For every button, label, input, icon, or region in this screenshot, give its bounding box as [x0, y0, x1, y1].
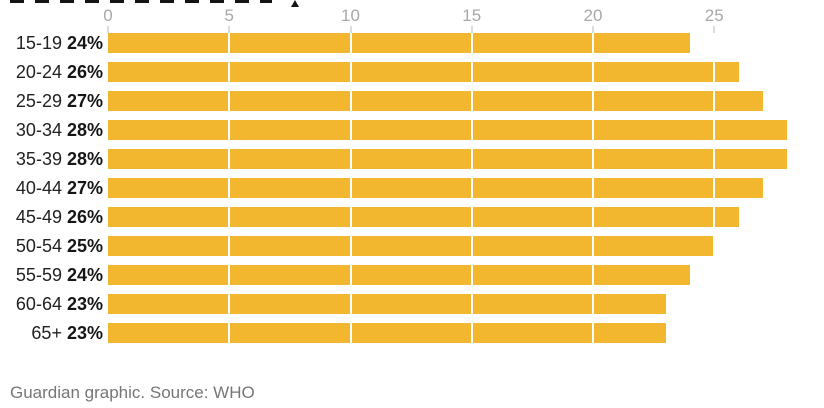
plot-area [108, 33, 824, 343]
x-axis: 0 5 10 15 20 25 [103, 6, 824, 26]
bar-row [108, 62, 824, 82]
x-tick-mark [470, 26, 473, 33]
category-label: 25-29 [15, 91, 62, 111]
row-label: 65+ 23% [0, 323, 103, 343]
row-label: 60-64 23% [0, 294, 103, 314]
gridline [228, 33, 231, 343]
row-label: 30-34 28% [0, 120, 103, 140]
bar [108, 91, 763, 111]
bar [108, 323, 666, 343]
gridline [349, 33, 352, 343]
row-label: 25-29 27% [0, 91, 103, 111]
gridline [713, 33, 716, 343]
value-label: 25% [66, 236, 103, 256]
category-label: 50-54 [15, 236, 62, 256]
bar-row [108, 178, 824, 198]
x-tick-mark [713, 26, 716, 33]
bar [108, 178, 763, 198]
clipped-title-descender [291, 0, 299, 7]
value-label: 23% [66, 323, 103, 343]
gridline [592, 33, 594, 343]
category-label: 60-64 [15, 294, 62, 314]
bar-row [108, 207, 824, 227]
value-label: 26% [66, 207, 103, 227]
row-label: 40-44 27% [0, 178, 103, 198]
row-label: 50-54 25% [0, 236, 103, 256]
bar [108, 236, 715, 256]
x-tick-label: 20 [583, 6, 603, 25]
row-label: 55-59 24% [0, 265, 103, 285]
row-label: 45-49 26% [0, 207, 103, 227]
x-axis-ticks [107, 26, 824, 33]
footer-credit: Guardian graphic. Source: WHO [10, 383, 255, 402]
category-label: 55-59 [15, 265, 62, 285]
bar-row [108, 33, 824, 53]
value-label: 27% [66, 91, 103, 111]
bar [108, 120, 787, 140]
bar-row [108, 91, 824, 111]
x-tick-mark [349, 26, 352, 33]
category-label: 35-39 [15, 149, 62, 169]
bar [108, 265, 690, 285]
value-label: 24% [66, 33, 103, 53]
value-label: 28% [66, 120, 103, 140]
bar-row [108, 323, 824, 343]
category-label: 40-44 [15, 178, 62, 198]
bar [108, 294, 666, 314]
x-tick-label: 25 [704, 6, 724, 25]
x-tick-label: 0 [103, 6, 113, 25]
bar-row [108, 294, 824, 314]
x-tick-label: 5 [224, 6, 234, 25]
category-label: 20-24 [15, 62, 62, 82]
value-label: 28% [66, 149, 103, 169]
value-label: 27% [66, 178, 103, 198]
bar [108, 33, 690, 53]
x-tick-mark [592, 26, 594, 33]
bar [108, 62, 739, 82]
category-label: 15-19 [15, 33, 62, 53]
row-labels: 15-19 24% 20-24 26% 25-29 27% 30-34 28% 35-39 28%… [0, 33, 103, 352]
value-label: 24% [66, 265, 103, 285]
x-tick-label: 15 [462, 6, 482, 25]
bar-row [108, 149, 824, 169]
bar [108, 149, 787, 169]
value-label: 23% [66, 294, 103, 314]
row-label: 15-19 24% [0, 33, 103, 53]
x-tick-mark [107, 26, 109, 33]
x-tick-mark [228, 26, 231, 33]
x-tick-label: 10 [341, 6, 360, 25]
clipped-title-remnant [10, 0, 272, 3]
bar-row [108, 120, 824, 140]
category-label: 65+ [31, 323, 62, 343]
bar [108, 207, 739, 227]
bar-row [108, 236, 824, 256]
category-label: 45-49 [15, 207, 62, 227]
value-label: 26% [66, 62, 103, 82]
bar-row [108, 265, 824, 285]
category-label: 30-34 [15, 120, 62, 140]
row-label: 35-39 28% [0, 149, 103, 169]
gridline [470, 33, 473, 343]
row-label: 20-24 26% [0, 62, 103, 82]
